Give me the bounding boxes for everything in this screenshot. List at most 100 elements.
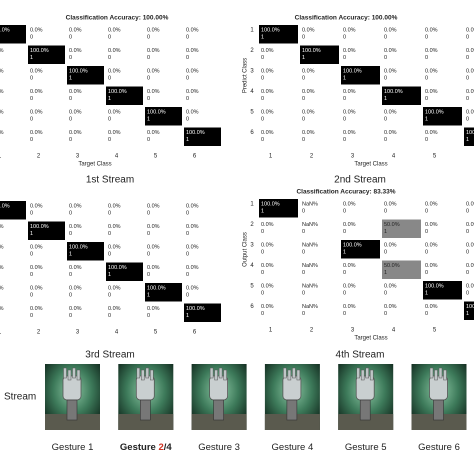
cell-count: 0 bbox=[425, 96, 428, 102]
cell-percent: 0.0% bbox=[466, 283, 474, 289]
matrix-cell bbox=[28, 221, 65, 240]
cell-percent: 0.0% bbox=[30, 27, 43, 33]
cell-count: 0 bbox=[343, 290, 346, 296]
gesture-caption-text: Gesture 5 bbox=[345, 442, 387, 453]
cell-count: 0 bbox=[147, 210, 150, 216]
y-tick-label: 6 bbox=[250, 304, 254, 310]
cell-count: 0 bbox=[69, 292, 72, 298]
cell-count: 0 bbox=[69, 34, 72, 40]
image-floor bbox=[411, 414, 467, 430]
cell-percent: 0.0% bbox=[384, 304, 397, 310]
matrix-cell bbox=[0, 262, 26, 281]
finger bbox=[283, 367, 287, 379]
finger bbox=[67, 369, 72, 381]
matrix-cell bbox=[464, 240, 474, 259]
cell-percent: 0.0% bbox=[147, 306, 160, 312]
cell-count: 0 bbox=[466, 290, 469, 296]
gesture-caption-part: 2 bbox=[158, 442, 163, 453]
y-tick-label: 3 bbox=[250, 69, 254, 75]
cell-count: 1 bbox=[384, 270, 387, 276]
cell-count: 0 bbox=[261, 270, 264, 276]
cell-percent: 0.0% bbox=[343, 304, 356, 310]
x-tick-label: 1 bbox=[0, 154, 2, 160]
x-tick-label: 5 bbox=[154, 154, 158, 160]
cell-percent: 0.0% bbox=[384, 27, 397, 33]
cell-percent: 0.0% bbox=[302, 27, 315, 33]
matrix-cell bbox=[341, 66, 380, 85]
cell-percent: 0.0% bbox=[466, 27, 474, 33]
cell-percent: 0.0% bbox=[30, 68, 43, 74]
cell-percent: 0.0% bbox=[30, 265, 43, 271]
finger bbox=[136, 367, 141, 379]
arm bbox=[66, 399, 78, 421]
x-tick-label: 6 bbox=[193, 154, 197, 160]
arm bbox=[433, 399, 444, 421]
cell-percent: 0.0% bbox=[261, 242, 274, 248]
matrix-cell bbox=[28, 303, 65, 322]
matrix-cell bbox=[464, 66, 474, 85]
matrix-cell bbox=[67, 262, 104, 281]
cell-count: 0 bbox=[186, 96, 189, 102]
matrix-cell bbox=[145, 262, 182, 281]
cell-percent: 100.0% bbox=[69, 244, 88, 250]
cell-percent: 0.0% bbox=[0, 306, 4, 312]
matrix-cell bbox=[184, 45, 221, 64]
matrix-cell bbox=[300, 25, 339, 44]
matrix-cell bbox=[106, 45, 143, 64]
cell-percent: 0.0% bbox=[466, 109, 474, 115]
cell-percent: 0.0% bbox=[30, 285, 43, 291]
cell-count: 0 bbox=[69, 210, 72, 216]
cell-count: 0 bbox=[425, 249, 428, 255]
cell-count: 0 bbox=[302, 34, 305, 40]
matrix-cell bbox=[0, 25, 26, 44]
cell-count: 1 bbox=[466, 311, 469, 317]
matrix-cell bbox=[67, 127, 104, 146]
cell-count: 0 bbox=[108, 251, 111, 257]
cell-count: 0 bbox=[302, 311, 305, 317]
matrix-cell bbox=[67, 66, 104, 85]
cell-count: 0 bbox=[30, 75, 33, 81]
cell-count: 0 bbox=[30, 116, 33, 122]
matrix-cell bbox=[464, 25, 474, 44]
arm bbox=[359, 399, 371, 421]
y-tick-label: 4 bbox=[250, 89, 254, 95]
cell-percent: 100.0% bbox=[186, 306, 205, 312]
cell-percent: 0.0% bbox=[384, 109, 397, 115]
matrix-cell bbox=[106, 303, 143, 322]
finger bbox=[209, 367, 214, 379]
cell-percent: 0.0% bbox=[0, 224, 4, 230]
matrix-cell bbox=[67, 221, 104, 240]
cell-count: 0 bbox=[466, 270, 469, 276]
cell-percent: 100.0% bbox=[108, 265, 127, 271]
cell-count: 0 bbox=[186, 55, 189, 61]
x-tick-label: 5 bbox=[154, 330, 158, 336]
matrix-cell bbox=[184, 66, 221, 85]
cell-count: 0 bbox=[147, 75, 150, 81]
cell-percent: 0.0% bbox=[108, 285, 121, 291]
cell-percent: 0.0% bbox=[30, 89, 43, 95]
matrix-cell bbox=[423, 127, 462, 146]
cell-percent: NaN% bbox=[302, 242, 318, 248]
matrix-cell bbox=[28, 242, 65, 261]
cell-percent: 0.0% bbox=[69, 203, 82, 209]
cell-percent: 0.0% bbox=[425, 263, 438, 269]
cell-count: 1 bbox=[261, 208, 264, 214]
matrix-cell bbox=[300, 240, 339, 259]
cell-percent: 0.0% bbox=[261, 130, 274, 136]
x-tick-label: 4 bbox=[392, 328, 396, 334]
image-floor bbox=[264, 414, 320, 430]
cell-count: 0 bbox=[384, 137, 387, 143]
cell-percent: 0.0% bbox=[384, 68, 397, 74]
matrix-cell bbox=[0, 221, 26, 240]
matrix-cell bbox=[28, 283, 65, 302]
cell-percent: 0.0% bbox=[302, 109, 315, 115]
cell-count: 0 bbox=[261, 116, 264, 122]
matrix-cell bbox=[464, 260, 474, 279]
cell-count: 0 bbox=[384, 55, 387, 61]
cell-percent: 0.0% bbox=[384, 242, 397, 248]
y-tick-label: 2 bbox=[250, 222, 254, 228]
confusion-matrix: Classification Accuracy: 83.33%100.0%1Na… bbox=[243, 189, 474, 361]
cell-count: 0 bbox=[108, 210, 111, 216]
cell-percent: 0.0% bbox=[0, 285, 4, 291]
cell-percent: 0.0% bbox=[108, 224, 121, 230]
